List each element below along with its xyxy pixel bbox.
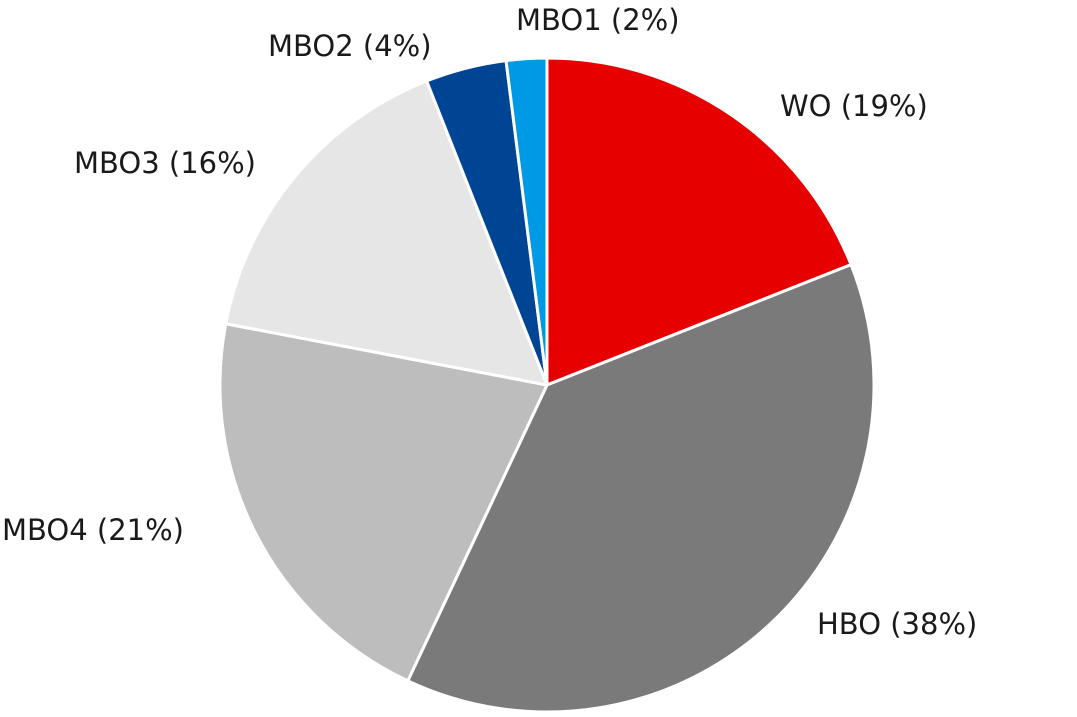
pie-labels: WO (19%) HBO (38%) MBO4 (21%) MBO3 (16%) MBO… [2,3,977,641]
pie-label-hbo: HBO (38%) [817,607,977,641]
pie-slice-wo [545,56,853,387]
pie-label-mbo1: MBO1 (2%) [516,3,680,37]
pie-slice-hbo [406,263,876,714]
pie-slice-mbo1 [504,56,549,387]
pie-slice-mbo3 [224,79,549,387]
pie-label-mbo3: MBO3 (16%) [74,146,256,180]
pie-label-mbo4: MBO4 (21%) [2,513,184,547]
pie-label-mbo2: MBO2 (4%) [268,29,432,63]
pie-slice-mbo4 [218,322,549,683]
pie-label-wo: WO (19%) [780,89,928,123]
pie-slices [218,56,876,714]
